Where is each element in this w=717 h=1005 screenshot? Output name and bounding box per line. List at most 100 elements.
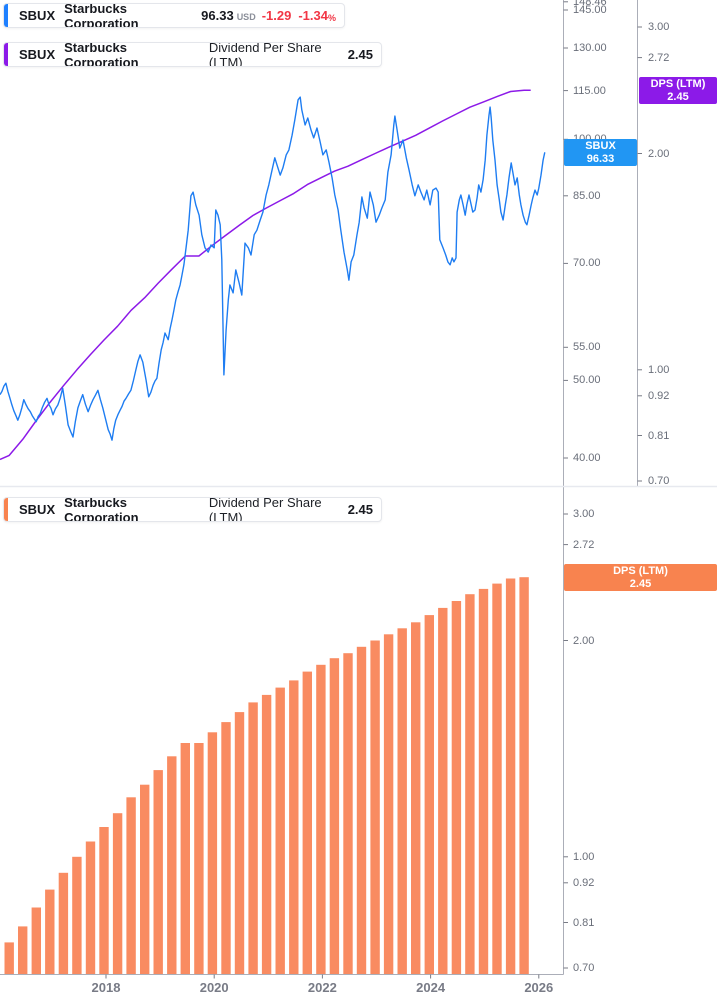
dps-bar[interactable]: [465, 594, 475, 974]
company-name: Starbucks Corporation: [64, 42, 139, 67]
dps-bar[interactable]: [4, 942, 14, 974]
ticker-symbol: SBUX: [19, 47, 56, 62]
dps-tick-label: 0.81: [573, 916, 595, 929]
dps-bar[interactable]: [207, 732, 218, 974]
last-price-axis-badge: SBUX 96.33: [564, 139, 637, 166]
dps-bar[interactable]: [505, 578, 516, 975]
dps-bar[interactable]: [302, 671, 312, 974]
dps-tick-label: 1.00: [573, 850, 595, 863]
dps-bar[interactable]: [194, 743, 204, 974]
company-name: Starbucks Corporation: [64, 497, 139, 522]
price-tick-label: 148.46: [573, 0, 607, 8]
dps-bar[interactable]: [18, 926, 28, 974]
dps-tick-label: 2.72: [573, 538, 595, 551]
dps-bar[interactable]: [99, 827, 109, 974]
dps-tick-label: 1.00: [648, 363, 670, 376]
company-name: Starbucks Corporation: [64, 3, 139, 28]
dps-bar[interactable]: [234, 712, 245, 974]
dps-bar[interactable]: [221, 722, 231, 974]
year-tick-label: 2018: [91, 980, 121, 995]
dps-bar[interactable]: [275, 687, 285, 974]
dps-bar[interactable]: [248, 702, 258, 974]
dps-overlay-line[interactable]: [0, 89, 531, 461]
price-tick-label: 70.00: [573, 257, 601, 270]
badge-value: 2.45: [629, 578, 652, 590]
price-tick-label: 40.00: [573, 452, 601, 465]
year-tick-label: 2022: [307, 980, 337, 995]
dps-tick-label: 3.00: [648, 21, 670, 33]
badge-value: 2.45: [667, 91, 689, 103]
price-series-accent-bar: [4, 4, 8, 27]
dps-bar[interactable]: [126, 797, 136, 974]
metric-name: Dividend Per Share (LTM): [208, 42, 322, 67]
dps-tick-label: 0.92: [648, 389, 670, 402]
dps-bar[interactable]: [316, 664, 326, 974]
price-line[interactable]: [0, 96, 546, 441]
dps-bar[interactable]: [167, 756, 177, 974]
dps-tick-label: 3.00: [573, 508, 595, 520]
currency-label: USD: [236, 11, 256, 22]
price-tick-label: 145.00: [573, 4, 607, 16]
price-tick-label: 115.00: [573, 84, 606, 97]
price-change: -1.29: [261, 8, 292, 23]
dps-bar[interactable]: [58, 872, 69, 974]
metric-name: Dividend Per Share (LTM): [208, 497, 322, 522]
dps-bars-accent-bar: [4, 498, 8, 521]
dps-series-accent-bar: [4, 43, 8, 66]
dps-bar[interactable]: [343, 653, 353, 974]
badge-metric: DPS (LTM): [650, 78, 706, 90]
dps-bar[interactable]: [519, 577, 529, 974]
dps-tick-label: 2.72: [648, 51, 670, 64]
dps-bar[interactable]: [370, 640, 380, 975]
price-tick-label: 50.00: [573, 374, 601, 387]
dps-bar[interactable]: [329, 658, 340, 974]
dps-bar[interactable]: [438, 607, 448, 974]
price-tick-label: 85.00: [573, 189, 601, 202]
badge-ticker: SBUX: [585, 140, 616, 152]
dps-bar[interactable]: [261, 694, 272, 974]
price-tick-label: 130.00: [573, 41, 607, 54]
badge-value: 96.33: [586, 153, 615, 165]
ticker-symbol: SBUX: [19, 502, 56, 517]
badge-metric: DPS (LTM): [613, 565, 668, 577]
year-tick-label: 2026: [524, 980, 554, 995]
dps-bar[interactable]: [451, 601, 462, 974]
dps-tick-label: 0.70: [573, 962, 595, 975]
dps-axis-badge-top: DPS (LTM) 2.45: [639, 77, 717, 104]
dps-bar[interactable]: [85, 841, 96, 975]
price-change-percent: -1.34%: [298, 8, 336, 23]
dps-bar[interactable]: [411, 622, 421, 974]
price-tick-label: 55.00: [573, 341, 601, 354]
dps-tick-label: 2.00: [648, 147, 670, 160]
dps-bar[interactable]: [45, 889, 55, 974]
dps-bar[interactable]: [31, 907, 41, 975]
dps-tick-label: 0.81: [648, 429, 670, 442]
percent-sign: %: [327, 13, 336, 23]
ticker-symbol: SBUX: [19, 8, 56, 23]
dps-bar[interactable]: [180, 743, 190, 974]
legend-row-price[interactable]: SBUX Starbucks Corporation 96.33 USD -1.…: [3, 3, 345, 28]
dps-bar[interactable]: [140, 784, 150, 974]
legend-row-dps-bottom[interactable]: SBUX Starbucks Corporation Dividend Per …: [3, 497, 382, 522]
metric-value: 2.45: [347, 47, 373, 62]
dps-bar[interactable]: [492, 583, 502, 974]
year-tick-label: 2020: [199, 980, 229, 995]
year-tick-label: 2024: [416, 980, 446, 995]
dps-bar[interactable]: [356, 646, 367, 974]
last-price: 96.33: [201, 8, 234, 23]
dps-bar[interactable]: [478, 588, 489, 974]
dps-bar[interactable]: [153, 770, 163, 974]
dps-bar[interactable]: [112, 813, 123, 974]
dps-axis-badge-bottom: DPS (LTM) 2.45: [564, 564, 717, 591]
dps-tick-label: 2.00: [573, 634, 595, 647]
dps-tick-label: 0.92: [573, 876, 595, 889]
metric-value: 2.45: [347, 502, 373, 517]
dps-bar[interactable]: [289, 680, 299, 974]
dps-bar[interactable]: [383, 634, 394, 974]
dps-bar[interactable]: [397, 628, 407, 974]
legend-row-dps-overlay[interactable]: SBUX Starbucks Corporation Dividend Per …: [3, 42, 382, 67]
dps-bar[interactable]: [424, 615, 434, 974]
dps-bar[interactable]: [72, 856, 82, 974]
